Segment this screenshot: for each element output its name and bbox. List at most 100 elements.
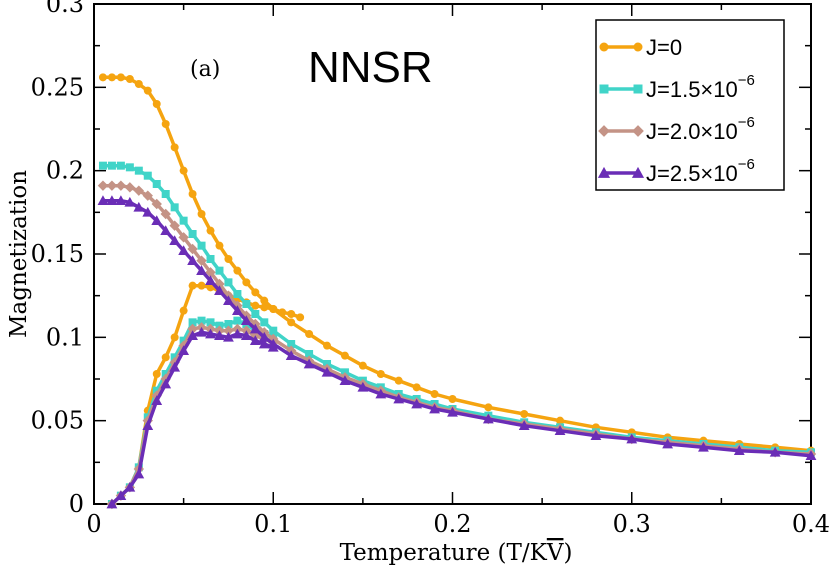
data-point <box>214 285 225 295</box>
data-point <box>116 161 125 170</box>
data-point <box>197 316 206 325</box>
legend-item: J=1.5×10−6 <box>599 72 755 102</box>
data-point <box>805 450 817 460</box>
data-point <box>375 388 387 399</box>
data-point <box>160 378 172 389</box>
data-point <box>258 338 270 349</box>
data-point <box>197 210 206 218</box>
legend-marker <box>597 166 611 178</box>
data-point <box>142 190 153 201</box>
legend-exponent: −6 <box>738 156 755 173</box>
data-point <box>161 190 170 198</box>
data-point <box>233 290 242 298</box>
data-point <box>296 313 305 322</box>
y-tick-label: 0.3 <box>46 0 84 18</box>
data-point <box>626 433 638 444</box>
data-point <box>161 353 170 362</box>
data-point <box>429 403 440 414</box>
data-point <box>143 171 152 180</box>
data-point <box>224 255 233 263</box>
data-point <box>161 120 170 128</box>
legend-marker <box>633 84 643 94</box>
data-point <box>215 266 224 275</box>
data-point <box>98 161 107 170</box>
data-point <box>125 75 134 83</box>
data-point <box>134 80 143 88</box>
legend-exponent: −6 <box>738 72 755 89</box>
data-point <box>106 195 118 205</box>
data-point <box>240 330 252 340</box>
data-point <box>106 180 118 191</box>
data-point <box>133 468 145 479</box>
data-point <box>197 281 206 290</box>
x-tick-label: 0.4 <box>792 510 830 538</box>
legend-item: J=0 <box>599 35 682 60</box>
data-point <box>251 288 260 297</box>
legend-marker <box>631 166 645 178</box>
y-tick-label: 0.1 <box>46 323 84 351</box>
legend-label: J=2.5×10−6 <box>646 156 755 186</box>
x-tick-label: 0.3 <box>613 510 651 538</box>
data-point <box>278 308 287 317</box>
legend-marker <box>599 84 609 94</box>
x-axis-title: Temperature (T/KV) <box>340 540 573 566</box>
data-point <box>249 323 261 334</box>
legend-item: J=2.0×10−6 <box>598 114 755 144</box>
data-point <box>124 182 136 193</box>
data-point <box>115 180 127 191</box>
data-point <box>223 331 234 342</box>
data-point <box>554 425 566 435</box>
data-point <box>662 438 673 449</box>
data-point <box>287 318 296 327</box>
data-point <box>249 335 261 345</box>
data-point <box>197 241 206 250</box>
data-point <box>206 226 215 235</box>
data-point <box>556 416 565 425</box>
data-point <box>152 370 161 378</box>
data-point <box>179 166 188 175</box>
legend-label: J=2.0×10−6 <box>646 114 755 144</box>
data-point <box>133 201 145 212</box>
data-point <box>178 245 190 255</box>
data-point <box>170 143 179 152</box>
data-point <box>590 430 602 440</box>
legend-marker <box>598 125 610 137</box>
data-point <box>178 345 190 355</box>
data-point <box>411 398 423 409</box>
data-point <box>482 413 494 424</box>
data-point <box>232 305 243 315</box>
data-point <box>233 266 242 275</box>
y-tick-label: 0.15 <box>31 240 84 268</box>
x-axis-title-close: ) <box>563 540 572 566</box>
data-point <box>393 393 405 404</box>
data-point <box>205 328 216 339</box>
data-point <box>733 445 745 455</box>
series-4 <box>97 195 817 509</box>
data-point <box>134 166 143 175</box>
data-point <box>179 216 188 225</box>
legend-exponent: −6 <box>738 114 755 131</box>
data-point <box>698 441 709 452</box>
x-tick-label: 0 <box>86 510 101 538</box>
data-point <box>448 395 457 403</box>
data-point <box>287 310 296 318</box>
legend-marker <box>599 42 609 52</box>
data-point <box>240 315 252 325</box>
data-point <box>376 370 385 378</box>
data-point <box>151 395 163 405</box>
data-point <box>152 100 161 108</box>
data-point <box>269 326 278 335</box>
legend-label: J=0 <box>646 35 682 60</box>
x-tick-label: 0.1 <box>254 510 292 538</box>
data-point <box>142 420 154 430</box>
data-point <box>116 73 125 82</box>
data-point <box>151 198 162 210</box>
data-point <box>124 481 136 492</box>
x-tick-label: 0.2 <box>433 510 471 538</box>
data-point <box>97 180 109 191</box>
data-point <box>196 265 207 275</box>
data-point <box>98 73 107 82</box>
data-point <box>151 215 163 225</box>
data-point <box>242 300 251 308</box>
